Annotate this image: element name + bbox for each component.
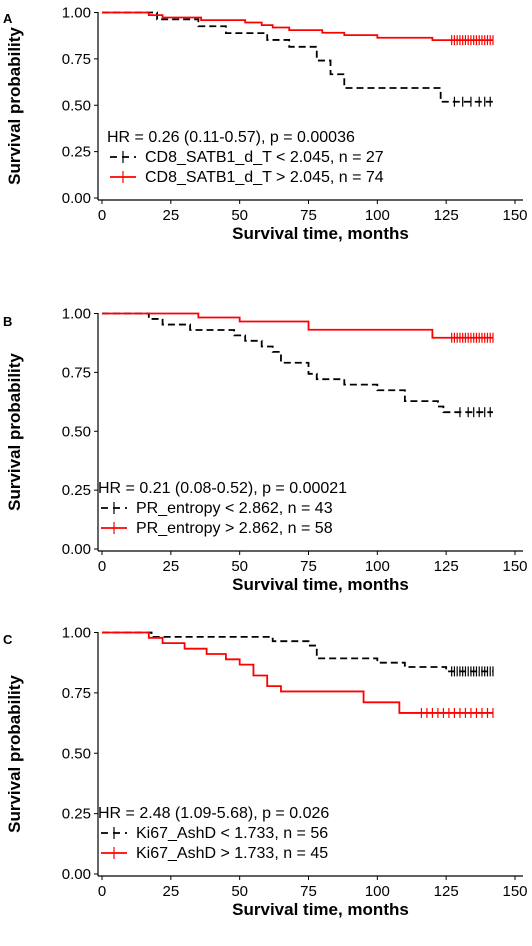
km-curve-low bbox=[102, 631, 493, 673]
x-tick-label: 100 bbox=[365, 558, 390, 575]
legend-label: PR_entropy > 2.862, n = 58 bbox=[136, 520, 333, 537]
hr-annotation: HR = 0.26 (0.11-0.57), p = 0.00036 bbox=[107, 129, 355, 146]
y-tick-label: 0.25 bbox=[62, 806, 91, 823]
y-tick-label: 1.00 bbox=[62, 5, 91, 22]
km-curve-high bbox=[102, 11, 493, 42]
y-tick-label: 0.25 bbox=[62, 482, 91, 499]
y-axis-title: Survival probability bbox=[5, 675, 24, 833]
panel-c: C 0.00 0.25 0.50 0.75 1.00 0 25 50 75 100 125 150 Sur… bbox=[3, 625, 528, 920]
y-tick-label: 0.75 bbox=[62, 685, 91, 702]
y-axis-title: Survival probability bbox=[5, 27, 24, 185]
y-tick-label: 0.50 bbox=[62, 423, 91, 440]
y-tick-label: 0.00 bbox=[62, 541, 91, 558]
x-tick-label: 25 bbox=[162, 883, 179, 900]
x-tick-label: 25 bbox=[162, 558, 179, 575]
x-axis-title: Survival time, months bbox=[232, 224, 409, 243]
x-tick-label: 50 bbox=[231, 207, 248, 224]
x-tick-label: 150 bbox=[502, 207, 527, 224]
x-tick-label: 50 bbox=[231, 883, 248, 900]
x-axis-title: Survival time, months bbox=[232, 900, 409, 919]
y-tick-label: 0.50 bbox=[62, 97, 91, 114]
hr-annotation: HR = 2.48 (1.09-5.68), p = 0.026 bbox=[98, 805, 329, 822]
x-tick-label: 0 bbox=[98, 558, 106, 575]
legend-label: Ki67_AshD < 1.733, n = 56 bbox=[136, 825, 328, 842]
legend-label: PR_entropy < 2.862, n = 43 bbox=[136, 500, 333, 517]
x-tick-label: 125 bbox=[434, 883, 459, 900]
y-tick-label: 0.75 bbox=[62, 51, 91, 68]
panel-a: A 0.00 0.25 0.50 0.75 1.00 0 25 50 75 100 125 150 Sur… bbox=[3, 5, 528, 244]
legend-label: Ki67_AshD > 1.733, n = 45 bbox=[136, 845, 328, 862]
x-tick-label: 75 bbox=[300, 558, 317, 575]
legend-label: CD8_SATB1_d_T > 2.045, n = 74 bbox=[145, 169, 384, 186]
hr-annotation: HR = 0.21 (0.08-0.52), p = 0.00021 bbox=[98, 480, 347, 497]
x-tick-label: 100 bbox=[365, 207, 390, 224]
x-tick-label: 150 bbox=[502, 883, 527, 900]
y-tick-label: 0.00 bbox=[62, 866, 91, 883]
km-curve-high bbox=[102, 631, 493, 714]
x-tick-label: 25 bbox=[162, 207, 179, 224]
legend-label: CD8_SATB1_d_T < 2.045, n = 27 bbox=[145, 149, 384, 166]
y-tick-label: 0.25 bbox=[62, 144, 91, 161]
x-tick-label: 0 bbox=[98, 883, 106, 900]
x-axis-title: Survival time, months bbox=[232, 575, 409, 594]
y-tick-label: 0.75 bbox=[62, 364, 91, 381]
panel-letter: C bbox=[3, 632, 13, 647]
x-tick-label: 125 bbox=[434, 558, 459, 575]
panel-letter: A bbox=[3, 11, 13, 26]
x-tick-label: 75 bbox=[300, 207, 317, 224]
x-tick-label: 150 bbox=[502, 558, 527, 575]
km-curve-low bbox=[102, 11, 493, 103]
km-curve-high bbox=[102, 312, 493, 339]
y-tick-label: 0.00 bbox=[62, 190, 91, 207]
x-tick-label: 75 bbox=[300, 883, 317, 900]
y-tick-label: 0.50 bbox=[62, 745, 91, 762]
x-tick-label: 50 bbox=[231, 558, 248, 575]
x-tick-label: 0 bbox=[98, 207, 106, 224]
y-axis-title: Survival probability bbox=[5, 353, 24, 511]
x-tick-label: 125 bbox=[434, 207, 459, 224]
y-tick-label: 1.00 bbox=[62, 625, 91, 642]
km-curve-low bbox=[102, 312, 493, 414]
panel-b: B 0.00 0.25 0.50 0.75 1.00 0 25 50 75 100 125 150 Sur… bbox=[3, 306, 528, 595]
y-tick-label: 1.00 bbox=[62, 306, 91, 323]
panel-letter: B bbox=[3, 314, 12, 329]
x-tick-label: 100 bbox=[365, 883, 390, 900]
